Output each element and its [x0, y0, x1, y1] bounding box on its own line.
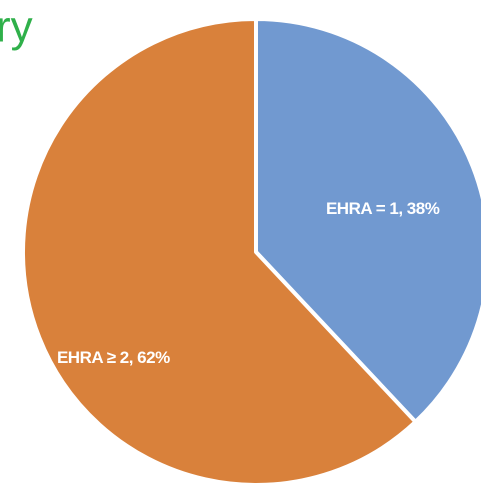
pie — [21, 17, 481, 486]
slice-label: EHRA = 1, 38% — [326, 199, 440, 218]
chart-title: ry — [0, 3, 33, 52]
pie-slice — [21, 17, 418, 486]
slice-label: EHRA ≥ 2, 62% — [57, 348, 170, 367]
pie-slice — [254, 17, 481, 424]
